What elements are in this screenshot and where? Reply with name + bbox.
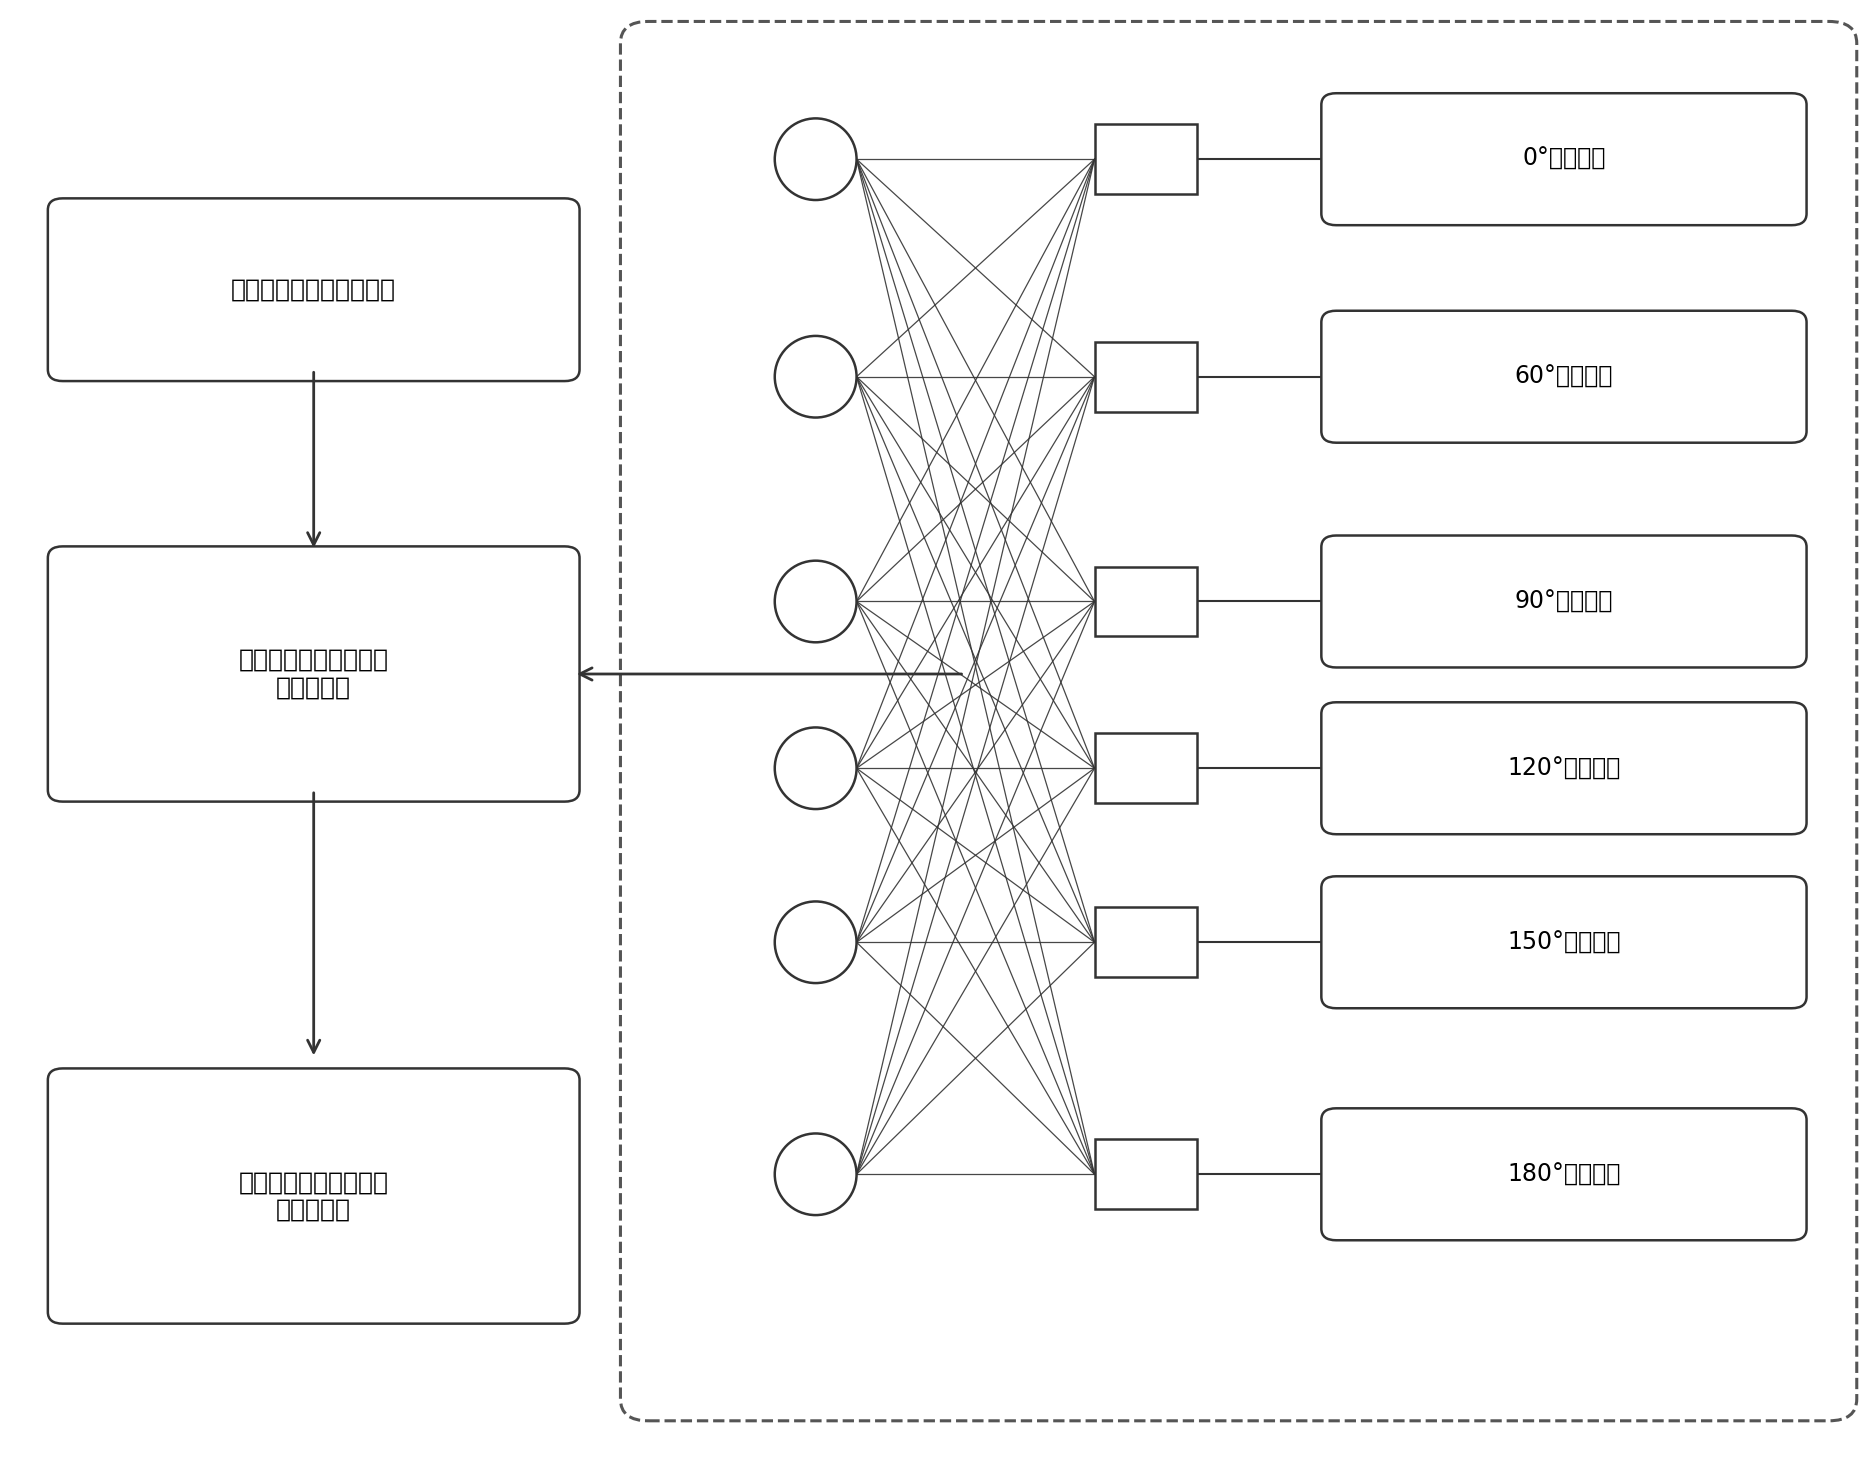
Bar [1094, 908, 1197, 976]
Ellipse shape [775, 728, 856, 810]
Ellipse shape [775, 1133, 856, 1215]
FancyBboxPatch shape [49, 198, 579, 381]
Text: 150°测量单元: 150°测量单元 [1508, 930, 1620, 955]
FancyBboxPatch shape [1320, 1108, 1807, 1240]
Bar [1094, 1139, 1197, 1209]
Text: 机器学习钢筋直径和埋
深测量模块: 机器学习钢筋直径和埋 深测量模块 [238, 649, 390, 700]
Ellipse shape [775, 119, 856, 201]
Text: 180°测量单元: 180°测量单元 [1508, 1162, 1620, 1186]
Text: 90°测量单元: 90°测量单元 [1515, 590, 1613, 613]
Ellipse shape [775, 902, 856, 984]
FancyBboxPatch shape [1320, 703, 1807, 834]
Bar [1094, 567, 1197, 637]
Text: 120°测量单元: 120°测量单元 [1508, 757, 1620, 780]
FancyBboxPatch shape [49, 1069, 579, 1323]
FancyBboxPatch shape [49, 546, 579, 802]
FancyBboxPatch shape [1320, 877, 1807, 1009]
Text: 混凝土内钢筋直径和埋
深输出模块: 混凝土内钢筋直径和埋 深输出模块 [238, 1170, 390, 1222]
Ellipse shape [775, 335, 856, 417]
FancyBboxPatch shape [1320, 310, 1807, 442]
Bar [1094, 343, 1197, 411]
Text: 0°测量单元: 0°测量单元 [1523, 148, 1605, 171]
Ellipse shape [775, 561, 856, 643]
Text: 60°测量单元: 60°测量单元 [1515, 365, 1613, 389]
Text: 混凝土表面磁场测量模块: 混凝土表面磁场测量模块 [230, 278, 397, 302]
FancyBboxPatch shape [1320, 94, 1807, 225]
FancyBboxPatch shape [1320, 536, 1807, 668]
FancyBboxPatch shape [620, 22, 1856, 1420]
Bar [1094, 733, 1197, 804]
Bar [1094, 124, 1197, 195]
